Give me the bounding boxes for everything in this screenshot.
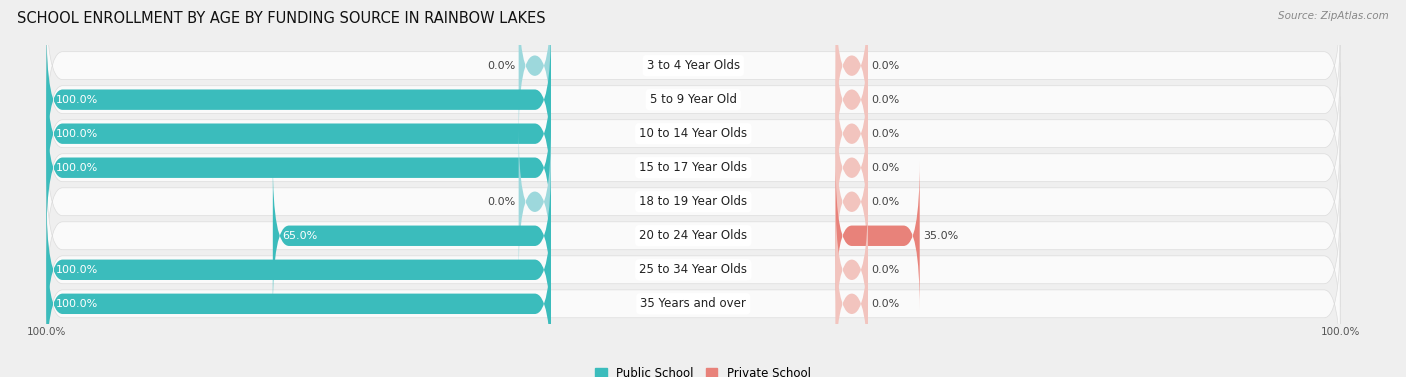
Text: 10 to 14 Year Olds: 10 to 14 Year Olds [640,127,748,140]
Text: 0.0%: 0.0% [872,265,900,275]
FancyBboxPatch shape [46,233,1340,375]
Text: 0.0%: 0.0% [872,197,900,207]
FancyBboxPatch shape [46,59,551,208]
Text: 65.0%: 65.0% [283,231,318,241]
Text: SCHOOL ENROLLMENT BY AGE BY FUNDING SOURCE IN RAINBOW LAKES: SCHOOL ENROLLMENT BY AGE BY FUNDING SOUR… [17,11,546,26]
FancyBboxPatch shape [519,127,551,277]
Text: 0.0%: 0.0% [872,129,900,139]
Text: 0.0%: 0.0% [486,197,516,207]
FancyBboxPatch shape [46,63,1340,205]
Text: 35.0%: 35.0% [922,231,959,241]
Text: 0.0%: 0.0% [872,61,900,70]
Text: 100.0%: 100.0% [56,265,98,275]
FancyBboxPatch shape [835,25,868,175]
Text: 5 to 9 Year Old: 5 to 9 Year Old [650,93,737,106]
Text: 0.0%: 0.0% [872,95,900,105]
FancyBboxPatch shape [46,25,551,175]
FancyBboxPatch shape [46,0,1340,137]
FancyBboxPatch shape [835,127,868,277]
FancyBboxPatch shape [835,93,868,242]
FancyBboxPatch shape [46,93,551,242]
Text: 100.0%: 100.0% [56,163,98,173]
Text: 3 to 4 Year Olds: 3 to 4 Year Olds [647,59,740,72]
FancyBboxPatch shape [835,195,868,345]
FancyBboxPatch shape [46,97,1340,239]
Text: 0.0%: 0.0% [486,61,516,70]
FancyBboxPatch shape [835,0,868,141]
Text: 100.0%: 100.0% [56,95,98,105]
FancyBboxPatch shape [46,195,551,345]
Text: 25 to 34 Year Olds: 25 to 34 Year Olds [640,263,748,276]
FancyBboxPatch shape [273,161,551,311]
Text: 15 to 17 Year Olds: 15 to 17 Year Olds [640,161,748,174]
FancyBboxPatch shape [46,165,1340,307]
FancyBboxPatch shape [519,0,551,141]
FancyBboxPatch shape [835,59,868,208]
Legend: Public School, Private School: Public School, Private School [595,367,811,377]
FancyBboxPatch shape [835,161,920,311]
FancyBboxPatch shape [46,229,551,377]
Text: 0.0%: 0.0% [872,163,900,173]
Text: 100.0%: 100.0% [56,299,98,309]
Text: 20 to 24 Year Olds: 20 to 24 Year Olds [640,229,748,242]
Text: 35 Years and over: 35 Years and over [640,297,747,310]
Text: 0.0%: 0.0% [872,299,900,309]
Text: 100.0%: 100.0% [56,129,98,139]
FancyBboxPatch shape [46,199,1340,341]
FancyBboxPatch shape [46,29,1340,171]
Text: 18 to 19 Year Olds: 18 to 19 Year Olds [640,195,748,208]
FancyBboxPatch shape [835,229,868,377]
FancyBboxPatch shape [46,131,1340,273]
Text: Source: ZipAtlas.com: Source: ZipAtlas.com [1278,11,1389,21]
